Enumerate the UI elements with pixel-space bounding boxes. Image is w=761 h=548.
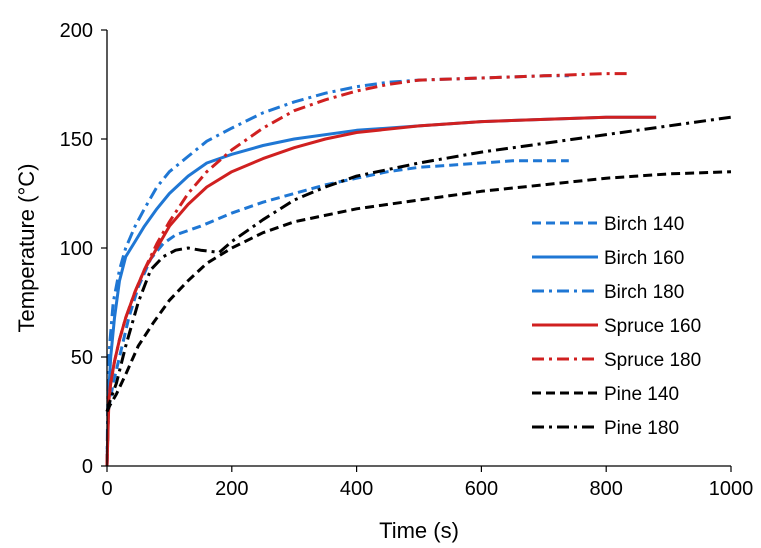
legend-label: Spruce 180: [604, 350, 701, 371]
legend-label: Birch 160: [604, 248, 684, 269]
legend-item: Pine 180: [532, 418, 679, 439]
x-tick-label: 200: [215, 478, 248, 500]
y-tick-label: 200: [60, 20, 93, 42]
x-tick-label: 800: [590, 478, 623, 500]
series-line-spruce-180: [105, 72, 632, 467]
legend: Birch 140 Birch 160 Birch 180 Spruce 160 Spr…: [532, 214, 701, 439]
series-line-spruce-160: [105, 115, 657, 467]
x-axis: 0 200 400 600 800 1000: [101, 465, 754, 500]
x-tick-label: 400: [340, 478, 373, 500]
y-tick-label: 100: [60, 238, 93, 260]
x-tick-label: 0: [101, 478, 112, 500]
legend-item: Spruce 180: [532, 350, 701, 371]
legend-item: Birch 140: [532, 214, 684, 235]
x-axis-title: Time (s): [379, 518, 459, 543]
y-tick-label: 0: [82, 456, 93, 478]
y-axis-title: Temperature (°C): [14, 164, 39, 333]
legend-item: Birch 180: [532, 282, 684, 303]
legend-label: Pine 140: [604, 384, 679, 405]
series-line-birch-140: [105, 159, 569, 467]
y-axis: 0 50 100 150 200: [60, 20, 108, 478]
legend-label: Birch 180: [604, 282, 684, 303]
legend-label: Spruce 160: [604, 316, 701, 337]
legend-item: Pine 140: [532, 384, 679, 405]
series-line-pine-180: [105, 115, 732, 412]
x-tick-label: 600: [465, 478, 498, 500]
y-tick-label: 50: [71, 347, 93, 369]
legend-item: Birch 160: [532, 248, 684, 269]
plot-area: [105, 72, 732, 467]
legend-label: Birch 140: [604, 214, 684, 235]
series-line-birch-180: [105, 74, 569, 467]
x-tick-label: 1000: [709, 478, 754, 500]
y-tick-label: 150: [60, 129, 93, 151]
legend-item: Spruce 160: [532, 316, 701, 337]
legend-label: Pine 180: [604, 418, 679, 439]
